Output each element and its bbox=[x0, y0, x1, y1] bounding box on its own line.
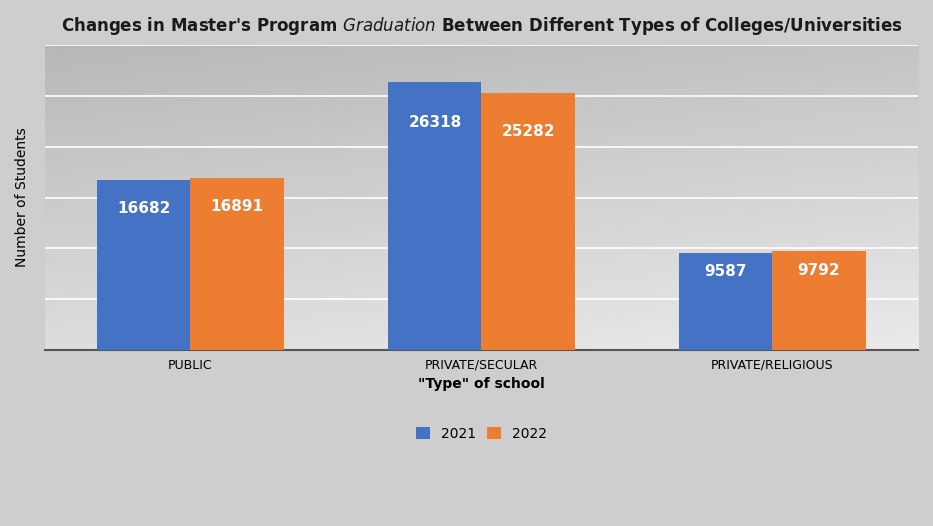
X-axis label: "Type" of school: "Type" of school bbox=[418, 377, 545, 391]
Text: 16682: 16682 bbox=[118, 201, 171, 216]
Y-axis label: Number of Students: Number of Students bbox=[15, 128, 29, 268]
Text: 9792: 9792 bbox=[798, 262, 841, 278]
Bar bbox=[97, 180, 190, 350]
Text: 25282: 25282 bbox=[501, 124, 555, 139]
Bar bbox=[481, 93, 575, 350]
Title: Changes in Master's Program $\mathbf{\mathit{Graduation}}$ Between Different Typ: Changes in Master's Program $\mathbf{\ma… bbox=[61, 15, 902, 37]
Text: 16891: 16891 bbox=[211, 199, 263, 214]
Bar bbox=[773, 250, 866, 350]
Bar bbox=[679, 252, 773, 350]
Bar bbox=[388, 83, 481, 350]
Bar bbox=[190, 178, 284, 350]
Legend: 2021, 2022: 2021, 2022 bbox=[408, 418, 555, 449]
Text: 26318: 26318 bbox=[409, 115, 462, 129]
Text: 9587: 9587 bbox=[704, 265, 747, 279]
